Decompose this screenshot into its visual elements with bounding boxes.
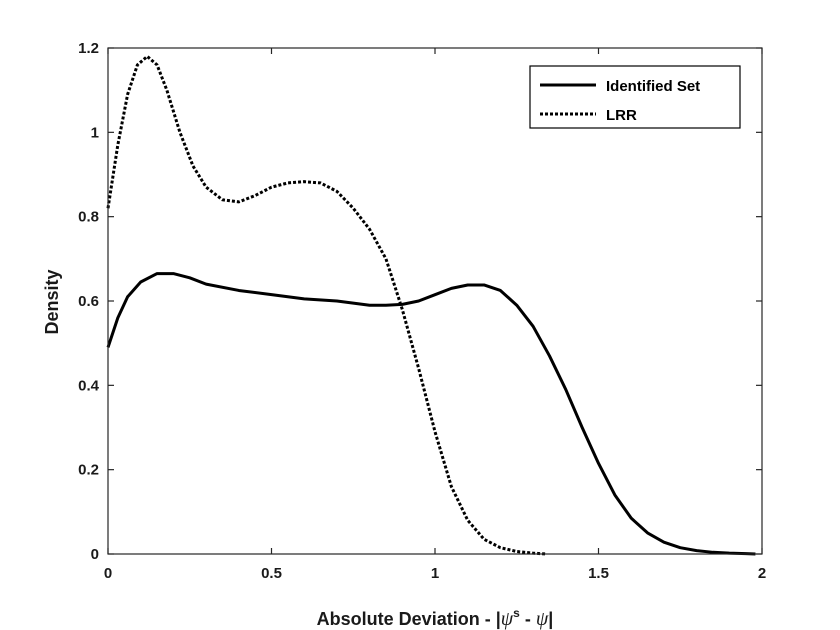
legend-label-identified-set: Identified Set bbox=[606, 78, 700, 95]
plot-area bbox=[108, 48, 762, 554]
y-tick-label: 0 bbox=[91, 546, 99, 563]
legend: Identified Set LRR bbox=[529, 65, 741, 129]
x-tick-label: 2 bbox=[758, 565, 766, 582]
series-line-lrr bbox=[106, 54, 547, 556]
x-tick-label: 1 bbox=[431, 565, 439, 582]
y-tick-label: 1 bbox=[91, 124, 99, 141]
x-tick-label: 0.5 bbox=[261, 565, 282, 582]
legend-box bbox=[529, 65, 741, 129]
x-axis-label-suffix: | bbox=[548, 609, 553, 629]
plot-background bbox=[108, 48, 762, 554]
x-axis-label-psi-2: ψ bbox=[536, 608, 549, 630]
x-axis-label-psi: ψ bbox=[501, 608, 514, 630]
y-tick-label: 1.2 bbox=[78, 40, 99, 57]
series-group bbox=[106, 54, 756, 556]
x-axis-label: Absolute Deviation - |ψs - ψ| bbox=[317, 606, 554, 630]
x-axis-label-prefix: Absolute Deviation - | bbox=[317, 609, 501, 629]
y-tick-label: 0.2 bbox=[78, 462, 99, 479]
axes-group: 0 0.5 1 1.5 2 0 0.2 0.4 0.6 0.8 1 1.2 bbox=[78, 40, 766, 582]
y-tick-label: 0.6 bbox=[78, 293, 99, 310]
y-axis-label: Density bbox=[42, 269, 62, 334]
y-tick-label: 0.4 bbox=[78, 377, 100, 394]
x-tick-label: 1.5 bbox=[588, 565, 609, 582]
x-tick-label: 0 bbox=[104, 565, 112, 582]
y-tick-label: 0.8 bbox=[78, 209, 99, 226]
x-axis-label-minus: - bbox=[520, 609, 536, 629]
series-line-identified-set bbox=[106, 272, 756, 556]
x-axis-label-superscript: s bbox=[513, 606, 520, 620]
legend-label-lrr: LRR bbox=[606, 107, 637, 124]
